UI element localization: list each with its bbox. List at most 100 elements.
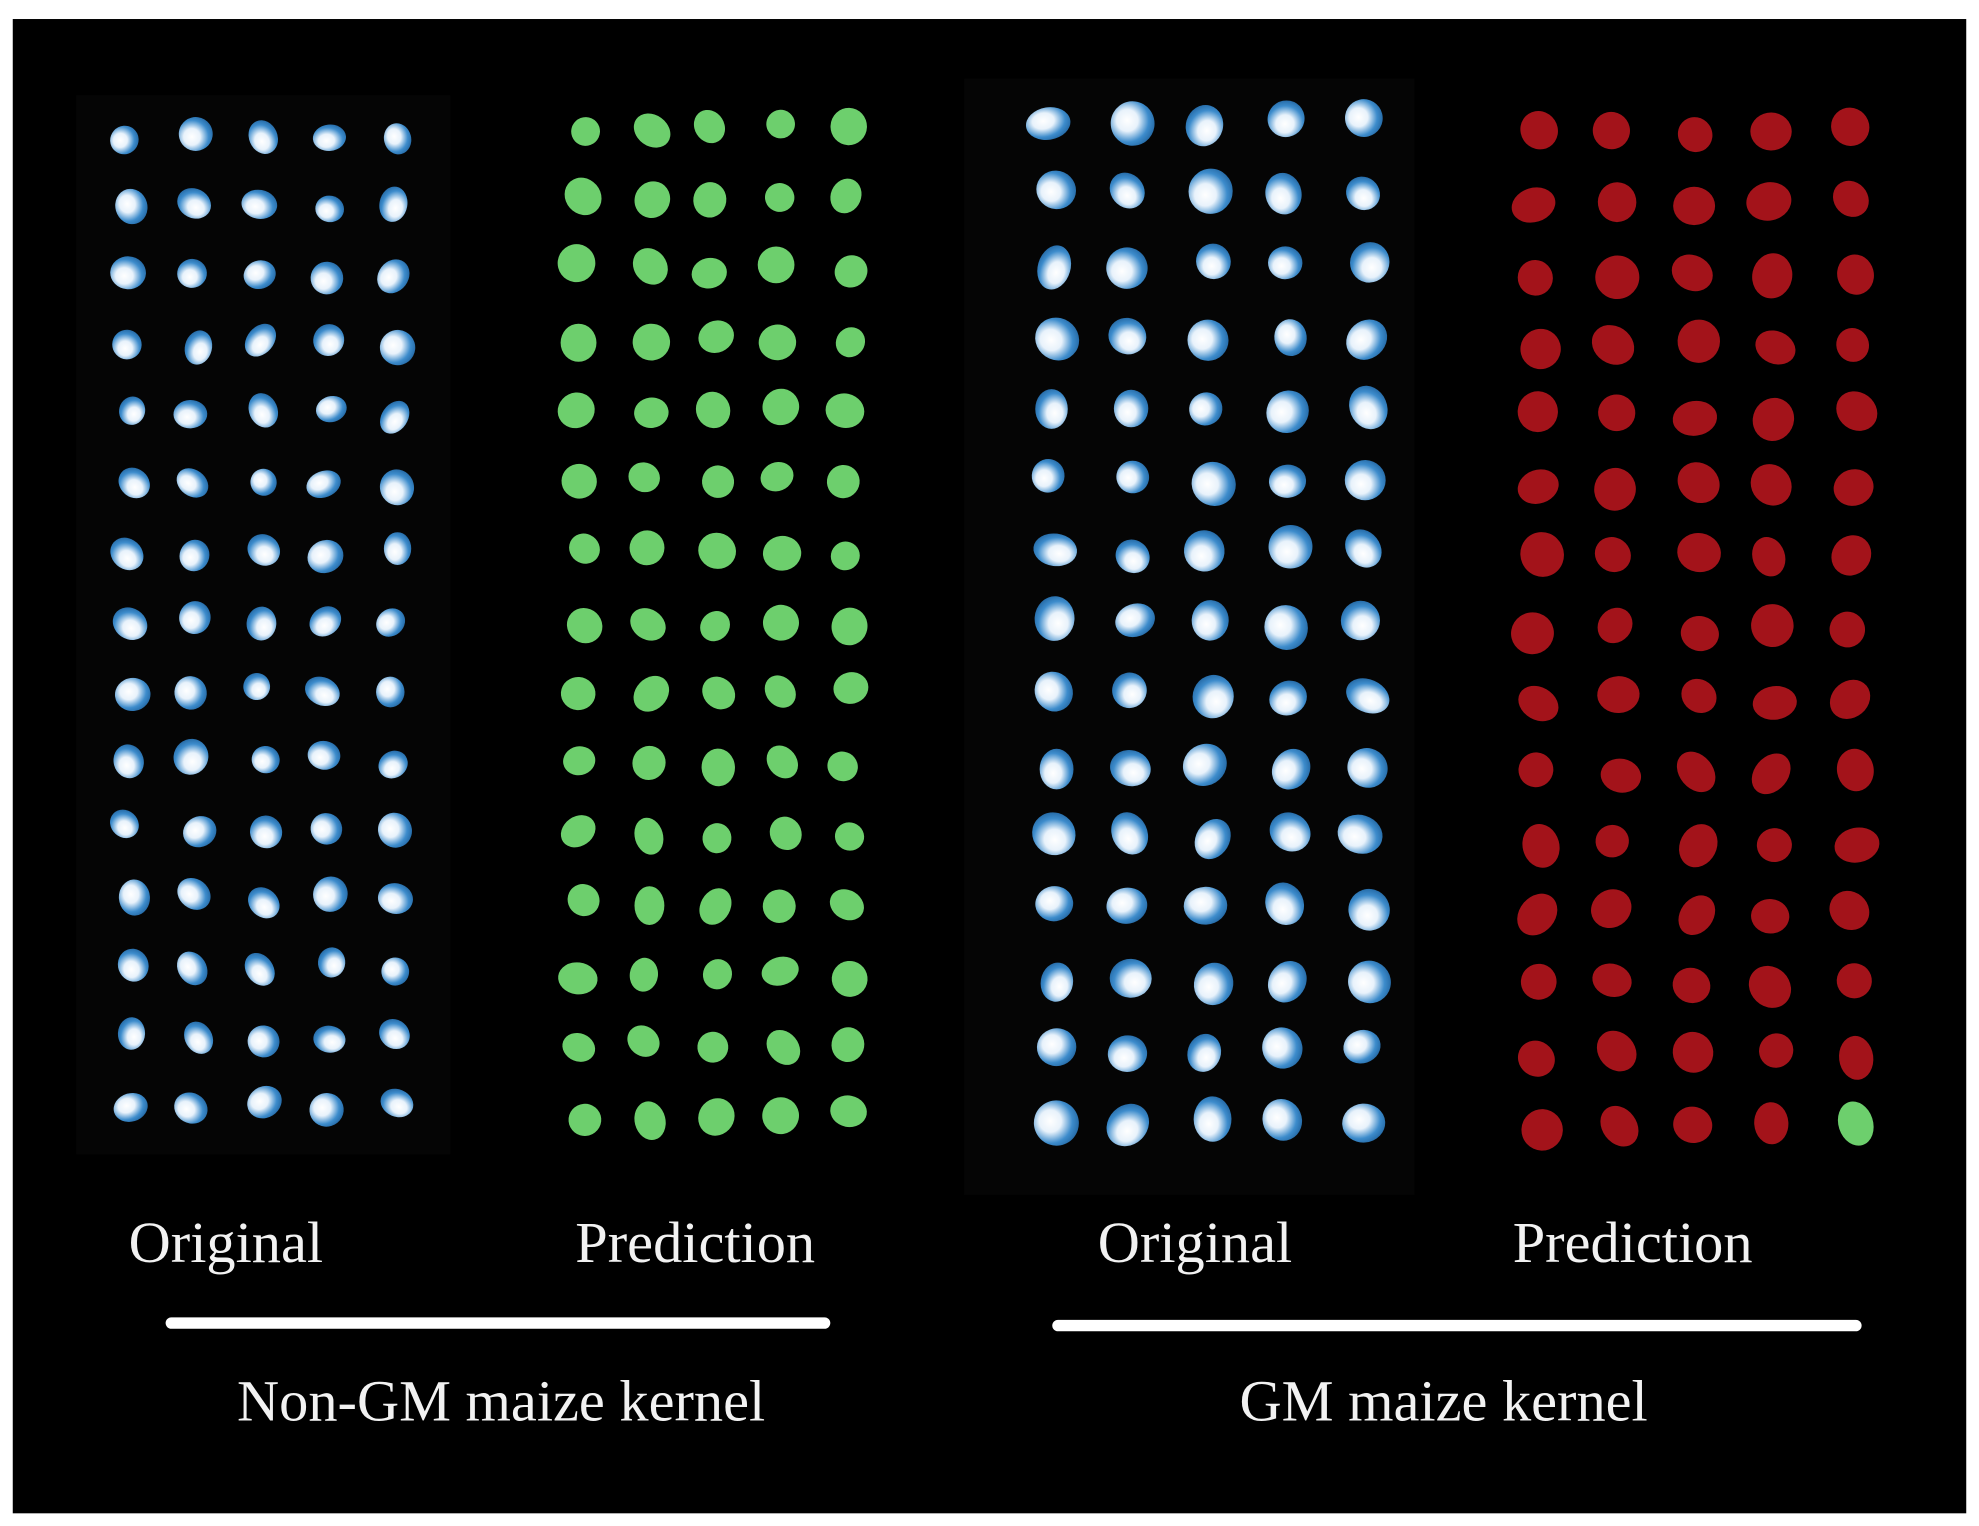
kernel: [1679, 824, 1718, 868]
kernel: [1110, 749, 1151, 787]
kernel: [1750, 464, 1792, 506]
kernel: [317, 947, 346, 978]
kernel: [1517, 893, 1558, 936]
kernel: [177, 877, 211, 910]
kernel: [558, 962, 598, 995]
kernel: [380, 400, 410, 434]
kernel: [1269, 680, 1307, 716]
kernel: [377, 883, 413, 914]
kernel: [830, 107, 867, 146]
kernel: [1115, 603, 1155, 638]
kernel: [1673, 186, 1716, 226]
kernel: [1677, 533, 1721, 573]
kernel: [1187, 319, 1229, 361]
kernel: [177, 188, 212, 219]
kernel: [571, 117, 601, 146]
kernel: [1350, 242, 1390, 283]
kernel: [178, 117, 213, 151]
kernel: [698, 1098, 735, 1136]
kernel: [698, 320, 734, 353]
kernel: [1348, 888, 1390, 931]
kernel: [312, 124, 347, 152]
kernel: [1182, 743, 1227, 786]
kernel: [764, 183, 795, 212]
kernel: [1039, 748, 1074, 790]
kernel: [629, 530, 665, 566]
kernel: [826, 464, 860, 499]
kernel: [764, 675, 796, 708]
kernel: [1831, 535, 1872, 576]
kernel: [766, 109, 795, 139]
kernel: [247, 534, 281, 566]
kernel: [1025, 107, 1071, 140]
kernel: [630, 608, 666, 641]
kernel: [376, 676, 405, 708]
kernel: [1035, 886, 1074, 922]
kernel: [174, 676, 207, 710]
kernel: [1600, 758, 1642, 793]
kernel: [183, 816, 217, 848]
kernel: [379, 1018, 410, 1050]
kernel: [310, 813, 343, 845]
kernel: [1342, 1103, 1386, 1143]
kernel: [762, 604, 799, 641]
kernel: [184, 330, 213, 365]
kernel: [241, 189, 278, 219]
kernel: [1676, 751, 1716, 793]
kernel: [1269, 812, 1311, 852]
kernel: [757, 246, 795, 284]
kernel: [1672, 1031, 1714, 1073]
kernel: [115, 188, 148, 225]
kernel: [1677, 462, 1720, 504]
kernel: [560, 676, 596, 711]
kernel: [243, 260, 276, 290]
kernel: [1191, 461, 1236, 506]
kernel: [702, 823, 732, 854]
kernel: [766, 745, 799, 779]
kernel: [315, 395, 347, 423]
kernel: [1033, 533, 1078, 567]
kernel: [760, 462, 794, 492]
kernel: [1839, 1035, 1874, 1080]
kernel: [1264, 605, 1308, 650]
kernel: [309, 606, 342, 637]
kernel: [184, 1021, 214, 1054]
kernel: [376, 608, 406, 637]
kernel: [179, 601, 211, 634]
kernel: [379, 186, 408, 222]
kernel: [568, 1103, 602, 1136]
kernel: [1836, 328, 1870, 362]
kernel: [762, 889, 796, 923]
kernel: [1748, 965, 1792, 1008]
kernel: [1520, 328, 1561, 370]
kernel: [1594, 537, 1631, 573]
kernel: [247, 1025, 280, 1058]
kernel: [1511, 187, 1556, 223]
kernel: [1036, 1028, 1077, 1067]
kernel: [1520, 111, 1558, 150]
kernel: [835, 327, 866, 358]
kernel: [247, 1085, 282, 1119]
kernel: [1113, 389, 1149, 428]
kernel: [243, 673, 271, 701]
kernel: [119, 396, 146, 425]
kernel: [1106, 247, 1148, 289]
kernel: [1598, 394, 1636, 432]
kernel: [1183, 530, 1225, 572]
kernel: [699, 888, 732, 925]
kernel: [831, 607, 868, 646]
kernel: [1752, 686, 1797, 720]
kernel: [1829, 611, 1866, 648]
kernel: [1517, 469, 1559, 504]
kernel: [383, 123, 412, 155]
kernel-layer: [110, 99, 1880, 1151]
kernel: [562, 1032, 596, 1062]
kernel: [1518, 685, 1559, 722]
kernel: [627, 1025, 660, 1057]
kernel: [1597, 607, 1633, 644]
kernel: [251, 746, 280, 774]
kernel: [1672, 400, 1718, 436]
group-label: GM maize kernel: [1239, 1369, 1647, 1434]
kernel: [1034, 671, 1073, 712]
